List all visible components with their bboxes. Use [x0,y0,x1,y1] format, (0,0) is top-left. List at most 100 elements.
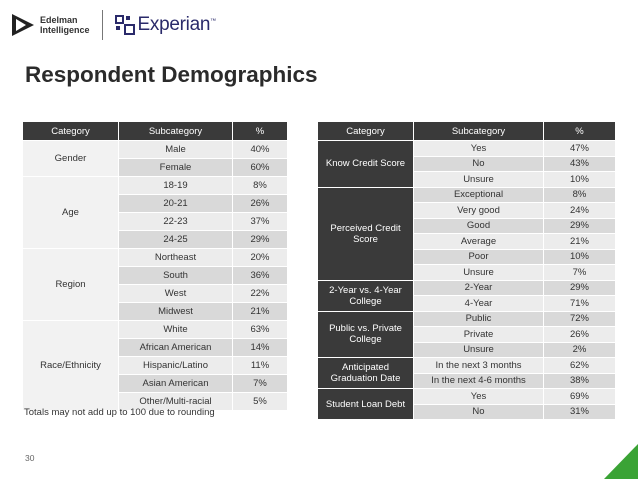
subcategory-cell: Female [118,158,233,177]
percent-header: % [543,121,616,141]
category-cell: Race/Ethnicity [22,320,119,411]
subcategory-cell: Unsure [413,171,544,188]
category-cell: Public vs. Private College [317,310,414,358]
page-number: 30 [25,453,35,463]
subcategory-cell: Public [413,310,544,327]
category-cell: 2-Year vs. 4-Year College [317,279,414,312]
corner-triangle-icon [604,444,638,479]
edelman-logo-icon [12,14,34,36]
percent-cell: 8% [232,176,288,195]
table-row: No 31% [318,403,616,420]
subcategory-cell: 22-23 [118,212,233,231]
table-row: West 22% [23,284,288,303]
subcategory-cell: Northeast [118,248,233,267]
subcategory-cell: Exceptional [413,186,544,203]
percent-cell: 60% [232,158,288,177]
edelman-wordmark: Edelman Intelligence [40,15,90,35]
subcategory-cell: Private [413,326,544,343]
subcategory-cell: 4-Year [413,295,544,312]
subcategory-cell: 20-21 [118,194,233,213]
table-row: Student Loan Debt Yes 69% [317,388,616,420]
subcategory-cell: Midwest [118,302,233,321]
subcategory-cell: White [118,320,233,339]
percent-cell: 31% [543,403,616,420]
subcategory-header: Subcategory [413,121,544,141]
table-row: Age 18-19 8% [22,176,288,249]
table-row: Asian American 7% [23,374,288,393]
subcategory-cell: 18-19 [118,176,233,195]
category-cell: Anticipated Graduation Date [317,357,414,389]
category-cell: Know Credit Score [317,140,414,188]
subcategory-cell: Yes [413,388,544,405]
demographics-table-right: Category Subcategory % Know Credit Score… [317,121,616,420]
percent-cell: 38% [543,372,616,389]
percent-cell: 10% [543,248,616,265]
subcategory-cell: No [413,403,544,420]
table-row: Good 29% [318,217,616,234]
subcategory-cell: In the next 4-6 months [413,372,544,389]
category-header: Category [22,121,119,141]
subcategory-cell: In the next 3 months [413,357,544,374]
footnote: Totals may not add up to 100 due to roun… [24,407,215,418]
percent-cell: 72% [543,310,616,327]
table-row: 20-21 26% [23,194,288,213]
percent-cell: 26% [232,194,288,213]
table-row: Region Northeast 20% [22,248,288,321]
table-row: Gender Male 40% [22,140,288,177]
table-row: 2-Year vs. 4-Year College 2-Year 29% [317,279,616,312]
subcategory-cell: West [118,284,233,303]
brand-logos: Edelman Intelligence Experian™ [12,9,216,41]
subcategory-cell: Yes [413,140,544,157]
table-row: Unsure 7% [318,264,616,281]
percent-cell: 24% [543,202,616,219]
percent-cell: 21% [232,302,288,321]
table-row: Midwest 21% [23,302,288,321]
subcategory-cell: African American [118,338,233,357]
percent-cell: 62% [543,357,616,374]
subcategory-cell: Average [413,233,544,250]
subcategory-cell: Poor [413,248,544,265]
category-cell: Gender [22,140,119,177]
demographics-table-left: Category Subcategory % Gender Male 40% Fema… [22,121,288,411]
subcategory-cell: 24-25 [118,230,233,249]
percent-cell: 22% [232,284,288,303]
table-row: Race/Ethnicity White 63% [22,320,288,411]
category-cell: Region [22,248,119,321]
table-row: Public vs. Private College Public 72% [317,310,616,358]
table-row: Perceived Credit Score Exceptional 8% [317,186,616,281]
page-title: Respondent Demographics [25,62,318,87]
category-header: Category [317,121,414,141]
table-row: Very good 24% [318,202,616,219]
table-row: South 36% [23,266,288,285]
percent-header: % [232,121,288,141]
percent-cell: 2% [543,341,616,358]
percent-cell: 26% [543,326,616,343]
percent-cell: 5% [232,392,288,411]
percent-cell: 14% [232,338,288,357]
subcategory-header: Subcategory [118,121,233,141]
percent-cell: 29% [543,279,616,296]
percent-cell: 47% [543,140,616,157]
subcategory-cell: Other/Multi-racial [118,392,233,411]
subcategory-cell: Hispanic/Latino [118,356,233,375]
subcategory-cell: Male [118,140,233,159]
table-row: Know Credit Score Yes 47% [317,140,616,188]
percent-cell: 29% [543,217,616,234]
table-row: Female 60% [23,158,288,177]
subcategory-cell: Asian American [118,374,233,393]
percent-cell: 20% [232,248,288,267]
percent-cell: 63% [232,320,288,339]
table-header-row: Category Subcategory % [317,121,616,141]
subcategory-cell: No [413,155,544,172]
table-row: In the next 4-6 months 38% [318,372,616,389]
category-cell: Student Loan Debt [317,388,414,420]
table-row: Anticipated Graduation Date In the next 3… [317,357,616,389]
percent-cell: 10% [543,171,616,188]
percent-cell: 8% [543,186,616,203]
percent-cell: 7% [543,264,616,281]
table-row: Hispanic/Latino 11% [23,356,288,375]
percent-cell: 21% [543,233,616,250]
category-cell: Perceived Credit Score [317,186,414,281]
percent-cell: 7% [232,374,288,393]
percent-cell: 69% [543,388,616,405]
